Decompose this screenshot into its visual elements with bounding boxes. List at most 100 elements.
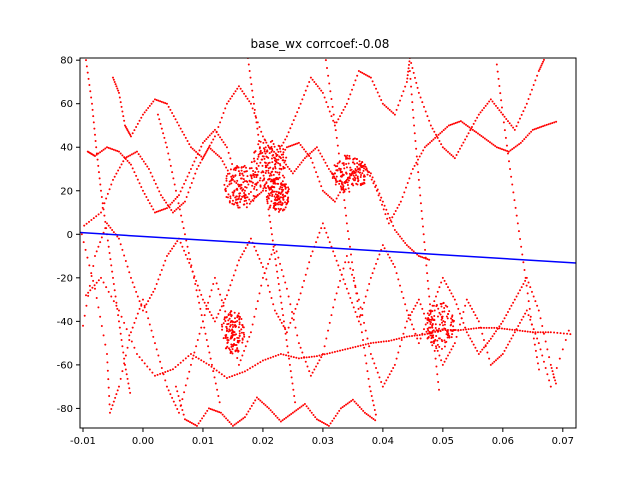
scatter-point — [205, 138, 208, 141]
scatter-point — [112, 400, 115, 403]
scatter-point — [318, 354, 321, 357]
scatter-point — [294, 326, 297, 329]
scatter-point — [427, 329, 430, 332]
scatter-point — [496, 70, 499, 73]
scatter-point — [342, 164, 345, 166]
scatter-point — [419, 337, 422, 340]
scatter-point — [105, 197, 108, 200]
scatter-point — [521, 140, 524, 143]
scatter-point — [488, 326, 491, 329]
scatter-point — [332, 175, 335, 178]
scatter-point — [95, 146, 98, 149]
scatter-point — [465, 298, 468, 301]
scatter-point — [423, 241, 426, 244]
scatter-point — [524, 330, 527, 333]
scatter-point — [346, 181, 349, 184]
scatter-point — [183, 182, 186, 185]
scatter-point — [428, 309, 431, 312]
scatter-point — [348, 157, 351, 160]
scatter-point — [518, 289, 521, 292]
scatter-point — [272, 245, 275, 248]
scatter-point — [506, 152, 509, 155]
scatter-point — [114, 396, 117, 399]
scatter-point — [256, 181, 259, 184]
scatter-point — [141, 158, 144, 161]
scatter-point — [375, 87, 378, 90]
scatter-point — [397, 351, 400, 354]
scatter-point — [292, 119, 295, 122]
scatter-point — [192, 354, 195, 357]
scatter-point — [435, 305, 438, 308]
scatter-point — [90, 274, 93, 277]
scatter-point — [352, 184, 355, 187]
scatter-point — [512, 126, 515, 129]
scatter-point — [252, 169, 255, 172]
scatter-point — [527, 281, 530, 284]
scatter-point — [412, 116, 415, 119]
scatter-point — [360, 408, 363, 411]
scatter-point — [289, 127, 292, 130]
scatter-point — [229, 311, 232, 314]
scatter-point — [364, 329, 367, 332]
scatter-point — [264, 187, 267, 190]
scatter-point — [285, 135, 288, 138]
scatter-point — [270, 157, 273, 160]
scatter-point — [311, 250, 314, 253]
scatter-point — [208, 134, 211, 137]
scatter-point — [443, 339, 446, 342]
scatter-point — [432, 138, 435, 141]
scatter-point — [282, 141, 285, 144]
scatter-point — [237, 421, 240, 424]
scatter-point — [195, 168, 198, 170]
scatter-point — [376, 371, 379, 374]
scatter-point — [538, 68, 541, 71]
scatter-point — [240, 317, 243, 320]
scatter-point — [281, 184, 284, 187]
scatter-point — [357, 320, 360, 323]
scatter-point — [425, 144, 428, 147]
scatter-point — [529, 330, 532, 333]
scatter-point — [549, 385, 552, 388]
scatter-point — [117, 320, 120, 323]
scatter-point — [141, 359, 144, 362]
scatter-point — [555, 120, 558, 123]
scatter-point — [209, 408, 212, 411]
scatter-point — [220, 305, 223, 308]
scatter-point — [276, 194, 279, 197]
scatter-point — [488, 100, 491, 103]
scatter-point — [243, 416, 246, 419]
scatter-point — [430, 315, 433, 318]
scatter-point — [224, 337, 227, 339]
scatter-point — [232, 92, 235, 95]
scatter-point — [123, 362, 126, 365]
scatter-point — [285, 191, 288, 194]
scatter-point — [342, 186, 345, 189]
scatter-point — [547, 123, 550, 126]
scatter-point — [294, 115, 297, 118]
scatter-point — [339, 175, 342, 178]
scatter-point — [280, 321, 283, 324]
scatter-point — [509, 149, 512, 152]
scatter-point — [230, 337, 232, 340]
scatter-point — [106, 239, 109, 242]
scatter-point — [113, 289, 116, 292]
scatter-point — [327, 236, 330, 239]
scatter-point — [227, 100, 230, 103]
scatter-point — [334, 183, 337, 186]
scatter-point — [438, 311, 441, 314]
scatter-point — [491, 335, 494, 338]
scatter-point — [171, 247, 174, 250]
scatter-point — [99, 151, 102, 154]
scatter-point — [236, 341, 239, 344]
scatter-point — [527, 314, 530, 317]
scatter-point — [429, 326, 432, 329]
scatter-point — [542, 60, 545, 63]
scatter-point — [437, 307, 440, 310]
scatter-point — [516, 144, 519, 147]
scatter-point — [325, 192, 328, 195]
scatter-point — [184, 384, 187, 387]
scatter-point — [311, 371, 314, 374]
scatter-point — [340, 273, 343, 276]
scatter-point — [221, 328, 224, 331]
scatter-point — [433, 315, 436, 318]
